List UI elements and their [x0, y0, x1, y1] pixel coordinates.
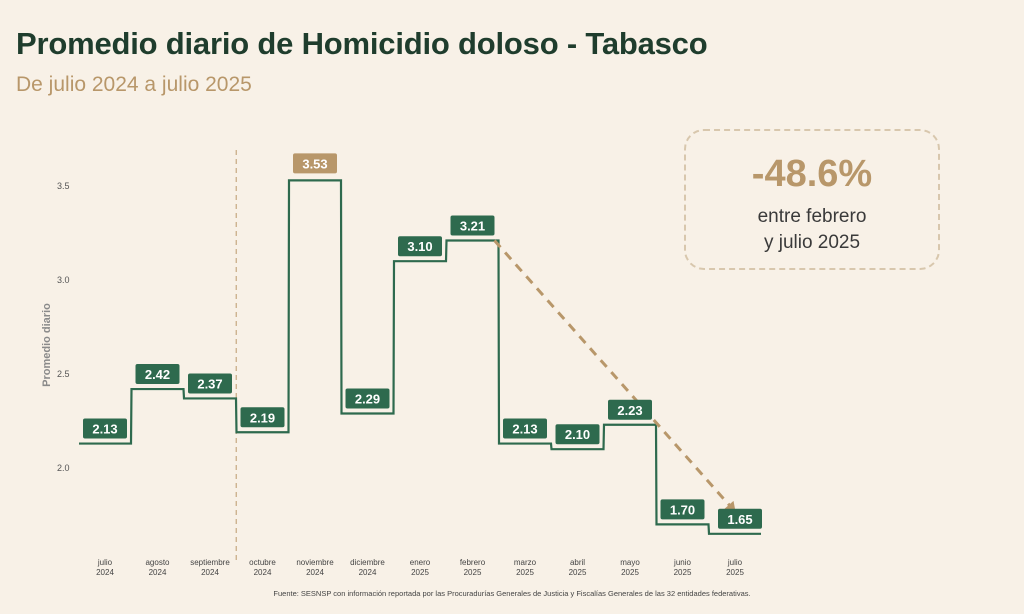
- data-label: 2.10: [565, 427, 590, 442]
- chart-subtitle: De julio 2024 a julio 2025: [16, 73, 252, 96]
- data-label-box: [660, 499, 705, 520]
- change-description-line-2: y julio 2025: [763, 232, 861, 253]
- x-tick-month-label: julio: [97, 558, 113, 567]
- source-note: Fuente: SESNSP con información reportada…: [273, 589, 751, 598]
- change-description: entre febrero y julio 2025: [686, 204, 938, 256]
- data-label: 2.29: [355, 391, 380, 406]
- data-label: 2.19: [250, 410, 275, 425]
- data-label: 2.13: [512, 422, 537, 437]
- x-tick-month-label: noviembre: [296, 558, 334, 567]
- data-label-box: [503, 418, 547, 439]
- x-tick-year-label: 2025: [411, 568, 429, 577]
- x-tick-year-label: 2024: [254, 568, 272, 577]
- trend-arrow-line: [493, 239, 739, 515]
- x-tick-month-label: agosto: [145, 558, 170, 567]
- x-tick-month-label: enero: [410, 558, 431, 567]
- x-tick-month-label: septiembre: [190, 558, 230, 567]
- x-tick-month-label: mayo: [620, 558, 640, 567]
- data-label-box: [398, 236, 442, 257]
- data-label-box: [135, 364, 180, 385]
- y-tick-label: 2.0: [57, 463, 70, 473]
- change-percentage: -48.6%: [751, 153, 873, 195]
- data-label: 2.23: [617, 403, 642, 418]
- x-tick-month-label: octubre: [249, 558, 276, 567]
- data-label-box: [240, 407, 285, 428]
- x-tick-month-label: febrero: [460, 558, 486, 567]
- y-tick-label: 2.5: [57, 369, 70, 379]
- x-tick-year-label: 2024: [96, 568, 114, 577]
- data-label: 3.21: [460, 219, 485, 234]
- data-label: 2.13: [92, 422, 117, 437]
- x-tick-month-label: julio: [727, 558, 743, 567]
- data-label-box: [293, 153, 337, 174]
- data-label-box: [345, 388, 390, 409]
- x-tick-year-label: 2025: [516, 568, 534, 577]
- change-callout: -48.6% entre febrero y julio 2025: [684, 129, 940, 270]
- y-tick-label: 3.5: [57, 181, 70, 191]
- data-label-box: [608, 399, 652, 420]
- x-tick-year-label: 2025: [726, 568, 744, 577]
- data-label-box: [83, 418, 127, 439]
- data-label-box: [450, 215, 495, 236]
- data-label: 3.10: [407, 239, 432, 254]
- data-label: 1.70: [670, 502, 695, 517]
- chart-title: Promedio diario de Homicidio doloso - Ta…: [16, 26, 708, 61]
- change-description-line-1: entre febrero: [757, 206, 867, 227]
- x-tick-year-label: 2025: [674, 568, 692, 577]
- x-tick-month-label: marzo: [514, 558, 537, 567]
- x-tick-year-label: 2024: [201, 568, 219, 577]
- x-tick-year-label: 2024: [359, 568, 377, 577]
- x-tick-month-label: abril: [570, 558, 585, 567]
- series-step-line: [79, 179, 761, 535]
- data-label: 2.42: [145, 367, 170, 382]
- data-label: 3.53: [302, 156, 327, 171]
- x-tick-year-label: 2025: [464, 568, 482, 577]
- data-label-box: [718, 508, 762, 529]
- data-label-box: [188, 373, 232, 394]
- x-tick-year-label: 2024: [306, 568, 324, 577]
- data-label: 2.37: [197, 376, 222, 391]
- y-tick-label: 3.0: [57, 275, 70, 285]
- x-tick-year-label: 2024: [149, 568, 167, 577]
- x-tick-month-label: diciembre: [350, 558, 385, 567]
- y-axis-label: Promedio diario: [41, 303, 53, 387]
- data-label: 1.65: [727, 512, 752, 527]
- data-label-box: [555, 424, 600, 445]
- x-tick-year-label: 2025: [569, 568, 587, 577]
- x-tick-month-label: junio: [673, 558, 691, 567]
- x-tick-year-label: 2025: [621, 568, 639, 577]
